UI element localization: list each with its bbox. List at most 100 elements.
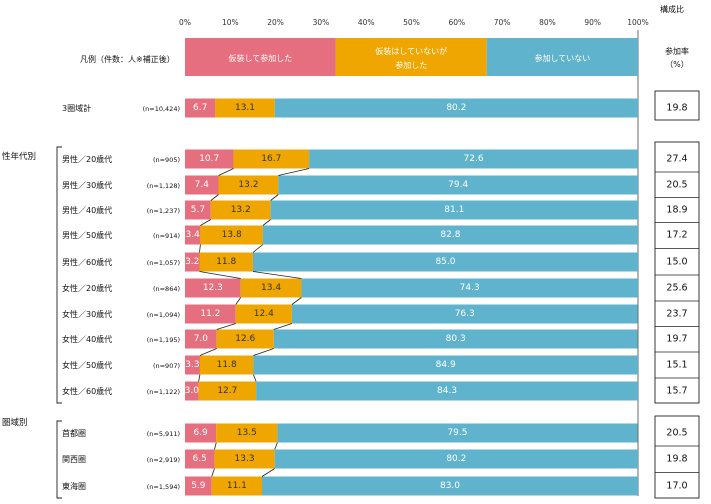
bar-segment xyxy=(185,381,199,401)
x-tick-label: 80% xyxy=(539,18,556,27)
data-label: 74.3 xyxy=(460,283,480,293)
data-label: 84.9 xyxy=(436,360,456,370)
rate-box xyxy=(654,415,700,499)
x-tick-label: 10% xyxy=(222,18,239,27)
bar-segment xyxy=(274,98,638,118)
row-label: 男性／40歳代 xyxy=(62,205,112,215)
x-tick-label: 60% xyxy=(448,18,465,27)
connector-line xyxy=(235,297,242,305)
connector-line xyxy=(210,194,219,201)
connector-line xyxy=(253,348,274,356)
row-count: (n=864) xyxy=(153,285,180,293)
bar-segment xyxy=(309,149,638,169)
row-label: 男性／30歳代 xyxy=(62,180,112,190)
connector-line xyxy=(278,168,310,176)
data-label: 11.1 xyxy=(227,481,247,491)
connector-line xyxy=(211,468,215,477)
bar-segment xyxy=(256,381,638,401)
data-label: 11.8 xyxy=(217,360,237,370)
row-count: (n=914) xyxy=(153,232,180,240)
bar-segment xyxy=(262,476,638,496)
bar-segment xyxy=(218,175,279,195)
row-count: (n=1,237) xyxy=(147,207,180,215)
data-label: 79.4 xyxy=(448,180,468,190)
x-tick-label: 20% xyxy=(267,18,284,27)
row-label: 男性／20歳代 xyxy=(62,154,112,164)
data-label: 81.1 xyxy=(444,205,464,215)
data-label: 72.6 xyxy=(464,154,484,164)
bar-segment xyxy=(200,225,263,245)
data-label: 3.0 xyxy=(185,386,200,396)
legend-swatch xyxy=(486,38,638,76)
legend-label: 仮装して参加した xyxy=(229,53,293,63)
data-label: 13.2 xyxy=(231,205,251,215)
bar-segment xyxy=(291,304,638,324)
rate-value: 18.9 xyxy=(666,205,687,216)
rate-header: 参加率 xyxy=(665,46,689,56)
legend-swatch xyxy=(335,38,487,76)
group-bracket xyxy=(56,146,62,404)
row-count: (n=1,094) xyxy=(147,311,180,319)
rate-value: 25.6 xyxy=(666,283,687,294)
connector-line xyxy=(199,244,201,253)
connector-line xyxy=(291,297,302,305)
data-label: 12.6 xyxy=(235,334,255,344)
bar-segment xyxy=(185,98,216,118)
group-bracket xyxy=(56,420,62,499)
connector-line xyxy=(199,348,217,356)
bar-segment xyxy=(278,175,638,195)
data-label: 7.0 xyxy=(194,334,209,344)
row-label: 男性／60歳代 xyxy=(62,257,112,267)
row-count: (n=907) xyxy=(153,362,180,370)
rate-value: 19.7 xyxy=(666,334,687,345)
data-label: 13.2 xyxy=(238,180,258,190)
data-label: 7.4 xyxy=(195,180,210,190)
data-label: 13.4 xyxy=(261,283,281,293)
bar-segment xyxy=(211,476,263,496)
data-label: 85.0 xyxy=(435,257,455,267)
connector-line xyxy=(252,271,302,279)
bar-segment xyxy=(274,449,638,469)
bar-segment xyxy=(185,252,200,272)
bar-segment xyxy=(185,175,219,195)
data-label: 5.9 xyxy=(191,481,206,491)
x-tick-label: 40% xyxy=(358,18,375,27)
rate-value: 23.7 xyxy=(666,309,687,320)
rate-value: 20.5 xyxy=(666,180,687,191)
x-tick-label: 100% xyxy=(627,18,648,27)
rate-value: 17.0 xyxy=(666,481,687,492)
data-label: 6.9 xyxy=(193,428,208,438)
connector-line xyxy=(218,168,234,176)
bar-segment xyxy=(214,449,275,469)
bar-segment xyxy=(210,200,271,220)
bar-segment xyxy=(199,252,253,272)
rate-value: 15.1 xyxy=(666,360,687,371)
data-label: 80.2 xyxy=(446,454,466,464)
data-label: 16.7 xyxy=(261,154,281,164)
bar-segment xyxy=(185,200,211,220)
data-label: 13.8 xyxy=(222,230,242,240)
axis-title: 構成比 xyxy=(660,4,684,14)
data-label: 13.5 xyxy=(237,428,257,438)
bar-segment xyxy=(198,381,257,401)
data-label: 13.1 xyxy=(235,103,255,113)
row-label: 女性／30歳代 xyxy=(62,309,112,319)
x-tick-label: 90% xyxy=(584,18,601,27)
connector-line xyxy=(261,468,275,477)
bar-segment xyxy=(270,200,638,220)
connector-line xyxy=(198,374,201,382)
data-label: 12.3 xyxy=(203,283,223,293)
bar-segment xyxy=(199,355,254,375)
x-tick-label: 50% xyxy=(403,18,420,27)
bar-segment xyxy=(252,252,638,272)
rate-header-unit: （%） xyxy=(665,60,689,69)
data-label: 11.8 xyxy=(216,257,236,267)
bar-segment xyxy=(233,149,310,169)
bar-segment xyxy=(185,449,215,469)
row-count: (n=2,919) xyxy=(147,456,180,464)
x-tick-label: 70% xyxy=(494,18,511,27)
data-label: 76.3 xyxy=(455,309,475,319)
row-count: (n=5,911) xyxy=(147,430,180,438)
bar-segment xyxy=(277,423,638,443)
